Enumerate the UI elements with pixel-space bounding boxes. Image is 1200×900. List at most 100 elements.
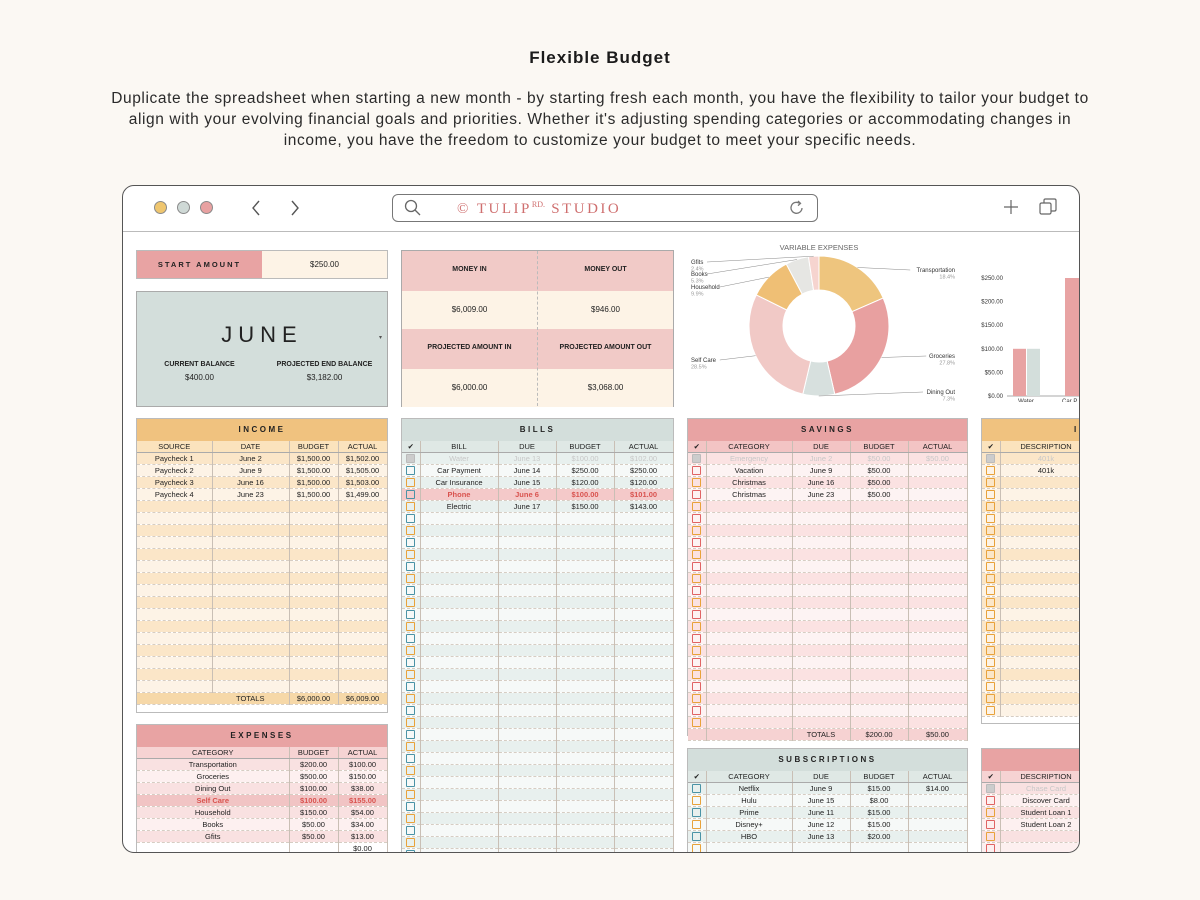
table-cell[interactable] — [556, 824, 615, 837]
checkbox-icon[interactable] — [986, 550, 996, 560]
checkbox-cell[interactable] — [688, 584, 707, 597]
table-cell[interactable]: $54.00 — [338, 806, 388, 819]
table-cell[interactable]: $15.00 — [850, 806, 909, 819]
table-cell[interactable]: June 16 — [792, 476, 851, 489]
checkbox-icon[interactable] — [406, 742, 416, 752]
table-cell[interactable] — [556, 776, 615, 789]
table-cell[interactable] — [1000, 842, 1079, 852]
table-cell[interactable] — [908, 584, 968, 597]
table-cell[interactable] — [212, 644, 290, 657]
table-cell[interactable] — [1000, 536, 1079, 549]
checkbox-cell[interactable] — [982, 656, 1001, 669]
checkbox-cell[interactable] — [982, 560, 1001, 573]
checkbox-cell[interactable] — [982, 692, 1001, 705]
checkbox-cell[interactable] — [402, 776, 421, 789]
checkbox-icon[interactable] — [692, 622, 702, 632]
checkbox-cell[interactable] — [688, 488, 707, 501]
table-cell[interactable] — [850, 692, 909, 705]
table-cell[interactable] — [614, 620, 674, 633]
table-cell[interactable]: June 14 — [498, 464, 557, 477]
table-cell[interactable] — [498, 692, 557, 705]
table-cell[interactable] — [850, 668, 909, 681]
checkbox-cell[interactable] — [982, 596, 1001, 609]
table-cell[interactable]: $120.00 — [556, 476, 615, 489]
table-cell[interactable]: Paycheck 2 — [137, 464, 213, 477]
table-cell[interactable] — [338, 656, 388, 669]
checkbox-cell[interactable] — [688, 842, 707, 852]
table-cell[interactable] — [498, 812, 557, 825]
table-cell[interactable] — [706, 584, 793, 597]
table-cell[interactable] — [556, 704, 615, 717]
table-cell[interactable]: $1,500.00 — [289, 488, 339, 501]
table-cell[interactable]: Prime — [706, 806, 793, 819]
table-cell[interactable] — [289, 560, 339, 573]
table-cell[interactable] — [908, 632, 968, 645]
table-cell[interactable]: June 9 — [792, 464, 851, 477]
table-cell[interactable] — [556, 608, 615, 621]
table-cell[interactable] — [289, 548, 339, 561]
table-cell[interactable]: June 13 — [498, 452, 557, 465]
table-cell[interactable] — [556, 620, 615, 633]
table-cell[interactable] — [792, 620, 851, 633]
checkbox-cell[interactable] — [402, 800, 421, 813]
table-cell[interactable] — [556, 656, 615, 669]
table-cell[interactable]: $155.00 — [338, 794, 388, 807]
checkbox-cell[interactable] — [402, 836, 421, 849]
checkbox-cell[interactable] — [982, 452, 1001, 465]
checkbox-cell[interactable] — [402, 668, 421, 681]
start-amount-value[interactable]: $250.00 — [310, 260, 339, 269]
table-cell[interactable] — [556, 584, 615, 597]
table-cell[interactable] — [137, 692, 212, 705]
table-cell[interactable] — [420, 572, 499, 585]
bar[interactable] — [1013, 348, 1026, 396]
table-cell[interactable] — [908, 500, 968, 513]
table-cell[interactable] — [792, 500, 851, 513]
table-cell[interactable] — [420, 848, 499, 852]
table-cell[interactable]: June 6 — [498, 488, 557, 501]
table-cell[interactable] — [137, 572, 213, 585]
table-cell[interactable] — [556, 764, 615, 777]
checkbox-cell[interactable] — [402, 596, 421, 609]
table-cell[interactable]: $100.00 — [556, 488, 615, 501]
checkbox-cell[interactable] — [982, 818, 1001, 831]
checkbox-icon[interactable] — [692, 832, 702, 842]
table-cell[interactable] — [289, 536, 339, 549]
checkbox-icon[interactable] — [692, 550, 702, 560]
checkbox-icon[interactable] — [692, 682, 702, 692]
checkbox-cell[interactable] — [982, 794, 1001, 807]
table-cell[interactable] — [556, 560, 615, 573]
table-cell[interactable] — [498, 560, 557, 573]
table-cell[interactable] — [792, 842, 851, 852]
table-cell[interactable] — [556, 836, 615, 849]
table-cell[interactable] — [556, 524, 615, 537]
back-icon[interactable] — [251, 200, 261, 216]
table-cell[interactable] — [212, 572, 290, 585]
checkbox-cell[interactable] — [982, 704, 1001, 717]
table-cell[interactable] — [706, 842, 793, 852]
table-cell[interactable] — [212, 680, 290, 693]
checkbox-cell[interactable] — [688, 524, 707, 537]
table-cell[interactable] — [556, 812, 615, 825]
checkbox-cell[interactable] — [402, 488, 421, 501]
table-cell[interactable] — [908, 818, 968, 831]
table-cell[interactable] — [420, 656, 499, 669]
table-cell[interactable] — [289, 644, 339, 657]
checkbox-cell[interactable] — [688, 500, 707, 513]
table-cell[interactable] — [908, 608, 968, 621]
checkbox-cell[interactable] — [982, 464, 1001, 477]
checkbox-icon[interactable] — [986, 832, 996, 842]
table-cell[interactable] — [498, 632, 557, 645]
table-cell[interactable] — [420, 620, 499, 633]
table-cell[interactable] — [614, 836, 674, 849]
checkbox-cell[interactable] — [402, 620, 421, 633]
table-cell[interactable] — [289, 608, 339, 621]
table-cell[interactable] — [212, 500, 290, 513]
checkbox-cell[interactable] — [688, 782, 707, 795]
table-cell[interactable] — [498, 764, 557, 777]
table-cell[interactable] — [137, 656, 213, 669]
table-cell[interactable] — [137, 680, 213, 693]
checkbox-cell[interactable] — [402, 500, 421, 513]
checkbox-icon[interactable] — [406, 694, 416, 704]
table-cell[interactable] — [289, 668, 339, 681]
table-cell[interactable] — [706, 500, 793, 513]
